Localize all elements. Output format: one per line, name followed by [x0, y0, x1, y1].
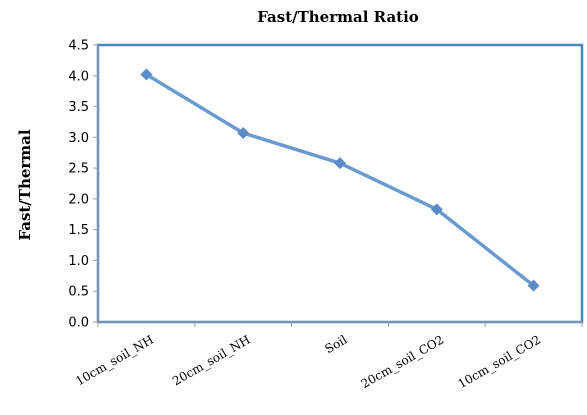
x-tick-label: 20cm_soil_NH — [170, 332, 253, 388]
y-tick-label: 2.0 — [68, 192, 89, 207]
y-tick-label: 0.5 — [68, 285, 89, 300]
x-tick-label: Soil — [322, 332, 349, 356]
x-ticks: 10cm_soil_NH 20cm_soil_NH Soil 20cm_soil_CO… — [73, 322, 582, 391]
y-tick-label: 4.0 — [68, 69, 89, 84]
x-tick-label: 10cm_soil_NH — [73, 332, 156, 388]
chart-title: Fast/Thermal Ratio — [257, 8, 419, 26]
y-tick-label: 4.5 — [68, 39, 89, 54]
y-tick-label: 2.5 — [68, 162, 89, 177]
y-tick-label: 3.0 — [68, 131, 89, 146]
y-tick-label: 0.0 — [68, 316, 89, 331]
y-tick-label: 1.5 — [68, 223, 89, 238]
series-line — [146, 75, 533, 286]
series-group — [140, 69, 539, 292]
x-tick-label: 20cm_soil_CO2 — [359, 332, 447, 391]
y-ticks: 0.0 0.5 1.0 1.5 2.0 2.5 3.0 3.5 4.0 4.5 — [68, 39, 98, 331]
data-point-marker — [334, 157, 346, 169]
x-tick-label: 10cm_soil_CO2 — [455, 332, 543, 391]
y-axis-label: Fast/Thermal — [16, 129, 34, 241]
y-tick-label: 3.5 — [68, 100, 89, 115]
y-tick-label: 1.0 — [68, 254, 89, 269]
plot-frame — [98, 45, 582, 322]
